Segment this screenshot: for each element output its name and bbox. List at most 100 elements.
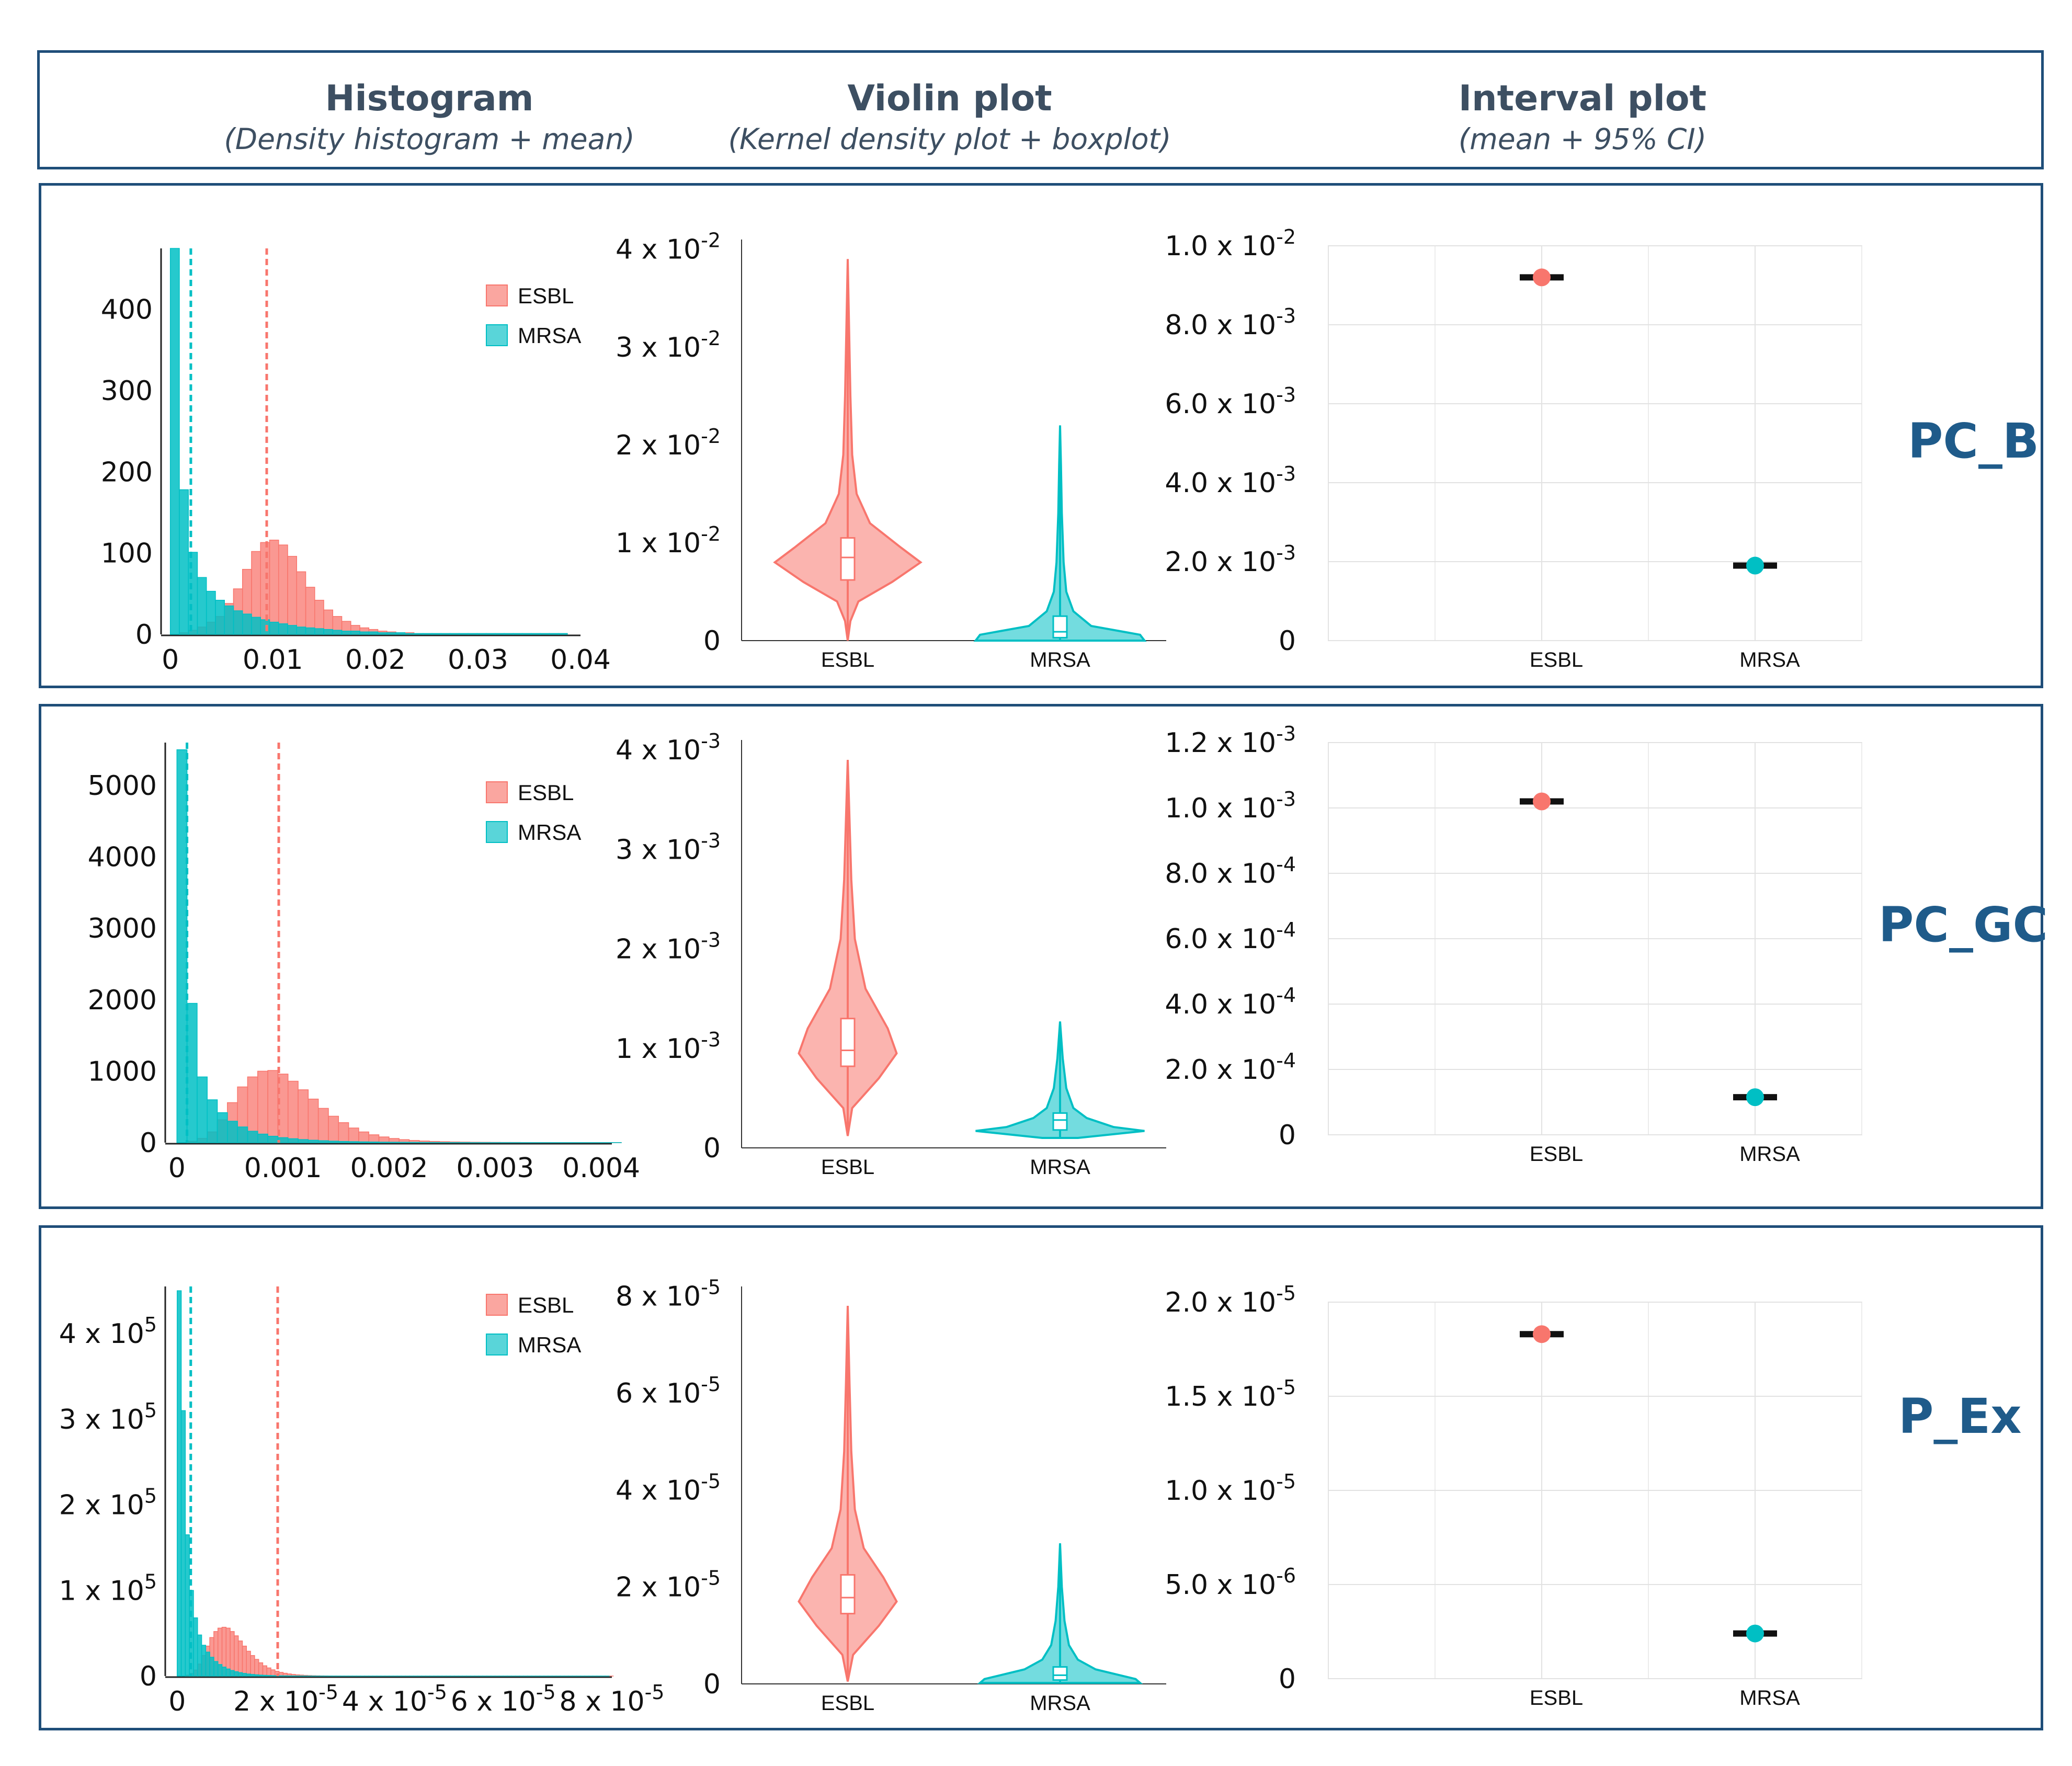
hist-pc-b-bar-esbl xyxy=(305,587,315,635)
hist-pc-gc-bar-mrsa xyxy=(328,1141,339,1143)
violin-pc-gc-x-label-esbl: ESBL xyxy=(821,1156,874,1179)
interval-pc-gc-y-tick: 4.0 x 10-4 xyxy=(1165,984,1296,1020)
hist-pc-b-y-tick: 0 xyxy=(135,619,153,651)
hist-p-ex-bar-mrsa xyxy=(209,1657,214,1677)
violin-p-ex-y-tick: 8 x 10-5 xyxy=(616,1276,721,1313)
hist-p-ex-x-tick: 4 x 10-5 xyxy=(342,1681,447,1717)
violin-p-ex-x-label-esbl: ESBL xyxy=(821,1692,874,1715)
violin-pc-gc-y-tick: 3 x 10-3 xyxy=(616,829,721,865)
hist-pc-gc-bar-mrsa xyxy=(237,1126,248,1143)
hist-pc-b-bar-mrsa xyxy=(260,619,270,635)
violin-pc-b-x-label-mrsa: MRSA xyxy=(1030,648,1090,671)
hist-pc-b-bar-mrsa xyxy=(540,633,550,635)
header-histogram-subtitle: (Density histogram + mean) xyxy=(224,122,635,156)
hist-pc-gc-y-tick: 3000 xyxy=(88,913,157,944)
hist-p-ex-bar-esbl xyxy=(237,1640,243,1677)
row-label-p-ex: P_Ex xyxy=(1898,1388,2022,1444)
hist-p-ex-bar-mrsa xyxy=(205,1651,210,1677)
hist-pc-gc-bar-esbl xyxy=(257,1070,268,1143)
hist-p-ex-x-tick: 2 x 10-5 xyxy=(233,1681,338,1717)
header-interval-title: Interval plot xyxy=(1458,78,1707,119)
hist-p-ex-bar-mrsa xyxy=(193,1617,198,1677)
hist-pc-gc-y-tick: 2000 xyxy=(88,985,157,1016)
interval-pc-b-y-tick: 8.0 x 10-3 xyxy=(1165,304,1296,341)
violin-p-ex-x-label-mrsa: MRSA xyxy=(1030,1692,1090,1715)
header-interval-subtitle: (mean + 95% CI) xyxy=(1458,122,1707,156)
interval-pc-b-mean-point-mrsa xyxy=(1746,556,1764,575)
violin-pc-b-y-tick: 3 x 10-2 xyxy=(616,327,721,363)
violin-pc-gc-y-tick: 4 x 10-3 xyxy=(616,730,721,766)
hist-pc-gc-bar-esbl xyxy=(358,1131,369,1143)
interval-pc-b-y-tick: 0 xyxy=(1279,625,1296,657)
hist-p-ex-bar-mrsa xyxy=(201,1645,207,1677)
hist-p-ex-x-tick: 6 x 10-5 xyxy=(451,1681,556,1717)
hist-p-ex-x-tick: 0 xyxy=(168,1686,186,1717)
interval-pc-gc-x-label-esbl: ESBL xyxy=(1530,1143,1583,1166)
hist-p-ex-bar-mrsa xyxy=(237,1672,243,1677)
interval-pc-gc-y-tick: 1.2 x 10-3 xyxy=(1165,722,1296,759)
hist-pc-gc-bar-esbl xyxy=(368,1134,380,1143)
hist-pc-gc-bar-esbl xyxy=(308,1098,319,1143)
hist-p-ex-bar-esbl xyxy=(254,1659,259,1677)
hist-pc-gc-x-tick: 0.003 xyxy=(456,1153,534,1184)
hist-pc-gc-bar-mrsa xyxy=(207,1099,218,1143)
violin-pc-gc-y-tick: 2 x 10-3 xyxy=(616,929,721,965)
hist-pc-b-x-tick: 0.03 xyxy=(448,644,508,676)
hist-pc-b-bar-mrsa xyxy=(485,633,496,635)
interval-pc-b-y-tick: 1.0 x 10-2 xyxy=(1165,225,1296,262)
hist-p-ex-bar-mrsa xyxy=(217,1664,223,1677)
interval-p-ex-y-tick: 5.0 x 10-6 xyxy=(1165,1564,1296,1601)
header-violin: Violin plot (Kernel density plot + boxpl… xyxy=(636,53,1263,156)
hist-pc-gc-bar-mrsa xyxy=(186,1002,198,1143)
hist-pc-b-bar-mrsa xyxy=(215,599,225,635)
hist-pc-b-bar-mrsa xyxy=(531,633,541,635)
hist-pc-gc-legend-label-esbl: ESBL xyxy=(518,780,574,805)
hist-p-ex-x-tick: 8 x 10-5 xyxy=(560,1681,665,1717)
hist-pc-gc-bar-mrsa xyxy=(176,749,188,1143)
hist-pc-gc-bar-mrsa xyxy=(317,1140,329,1143)
hist-p-ex-bar-mrsa xyxy=(246,1673,251,1677)
interval-pc-b-mean-point-esbl xyxy=(1533,268,1551,287)
hist-pc-gc-bar-mrsa xyxy=(298,1139,309,1143)
violin-pc-b-x-label-esbl: ESBL xyxy=(821,648,874,671)
hist-pc-b-bar-mrsa xyxy=(350,631,360,635)
header-interval: Interval plot (mean + 95% CI) xyxy=(1269,53,1896,156)
hist-pc-b-bar-esbl xyxy=(296,571,306,635)
hist-pc-b-bar-mrsa xyxy=(513,633,523,635)
hist-pc-b-legend-label-esbl: ESBL xyxy=(518,283,574,308)
hist-p-ex-bar-mrsa xyxy=(234,1671,239,1677)
hist-pc-b-bar-mrsa xyxy=(449,633,460,635)
violin-p-ex-y-tick: 2 x 10-5 xyxy=(616,1567,721,1603)
hist-pc-gc-x-tick: 0.001 xyxy=(244,1153,322,1184)
violin-p-ex-y-tick: 4 x 10-5 xyxy=(616,1469,721,1506)
hist-pc-b-bar-mrsa xyxy=(314,628,324,635)
hist-pc-gc-bar-mrsa xyxy=(197,1076,208,1143)
violin-pc-b-y-tick: 1 x 10-2 xyxy=(616,522,721,559)
panel-pc-gc xyxy=(39,704,2043,1209)
hist-pc-gc-bar-mrsa xyxy=(389,1142,400,1143)
hist-pc-gc-bar-mrsa xyxy=(287,1138,299,1143)
violin-pc-gc-x-label-mrsa: MRSA xyxy=(1030,1156,1090,1179)
violin-pc-gc-box-esbl xyxy=(840,1018,856,1067)
interval-p-ex-mean-point-mrsa xyxy=(1746,1624,1764,1643)
interval-p-ex-y-tick: 0 xyxy=(1279,1664,1296,1695)
hist-pc-b-bar-mrsa xyxy=(287,625,298,635)
hist-p-ex-bar-mrsa xyxy=(177,1290,182,1677)
hist-p-ex-legend-key-mrsa xyxy=(486,1334,508,1355)
interval-pc-gc-mean-point-mrsa xyxy=(1746,1088,1764,1107)
violin-pc-gc-box-mrsa xyxy=(1052,1112,1068,1131)
hist-pc-b-bar-mrsa xyxy=(557,633,568,635)
hist-pc-gc-legend-key-mrsa xyxy=(486,821,508,843)
hist-pc-b-bar-mrsa xyxy=(440,633,451,635)
hist-pc-b-bar-mrsa xyxy=(169,248,180,635)
hist-pc-gc-x-tick: 0.002 xyxy=(350,1153,428,1184)
hist-p-ex-bar-mrsa xyxy=(213,1661,219,1677)
hist-pc-b-x-tick: 0.01 xyxy=(243,644,303,676)
hist-p-ex-bar-esbl xyxy=(266,1667,271,1677)
hist-pc-b-legend-key-mrsa xyxy=(486,324,508,346)
hist-p-ex-bar-mrsa xyxy=(242,1673,247,1677)
hist-pc-gc-bar-mrsa xyxy=(308,1140,319,1143)
interval-p-ex-x-label-esbl: ESBL xyxy=(1530,1687,1583,1710)
interval-pc-b-x-label-mrsa: MRSA xyxy=(1739,648,1800,671)
panel-pc-b xyxy=(39,183,2043,688)
